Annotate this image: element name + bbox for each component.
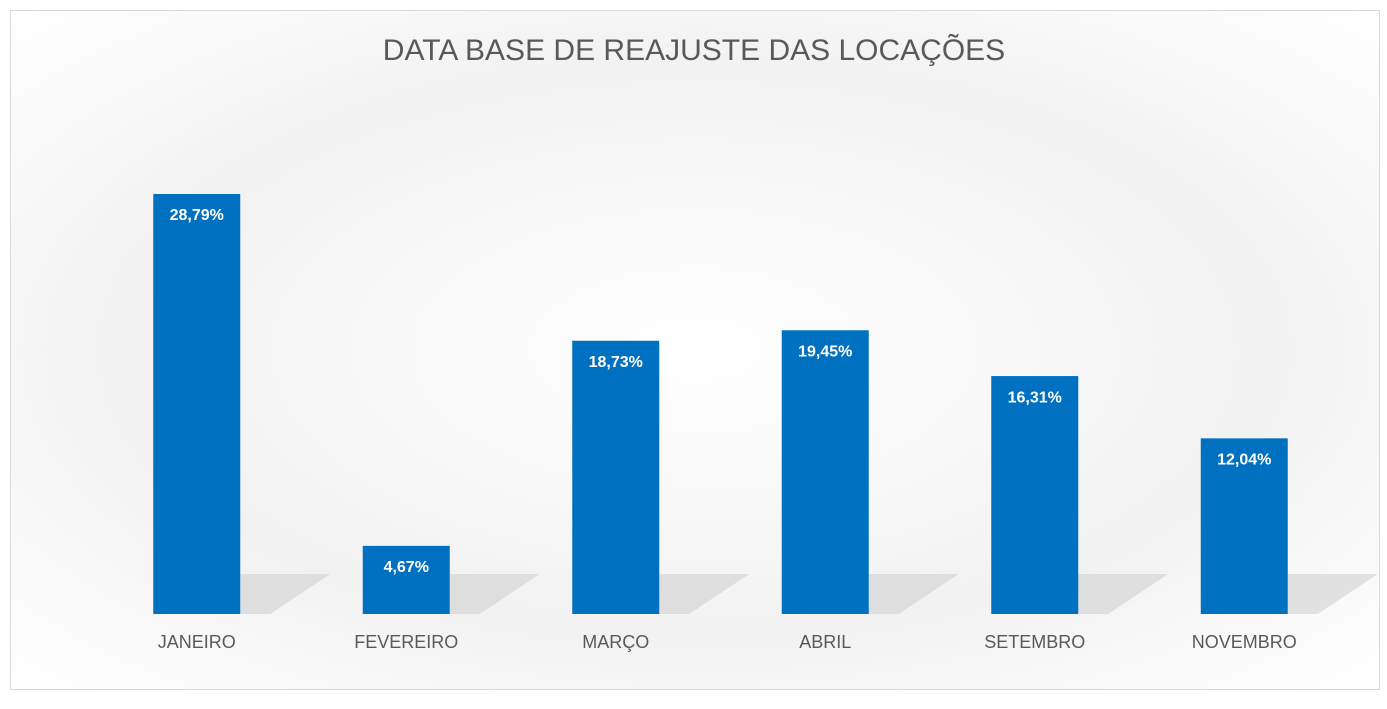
bar-shadow	[1078, 574, 1169, 614]
chart-title: DATA BASE DE REAJUSTE DAS LOCAÇÕES	[383, 33, 1005, 67]
bar-shadow	[240, 574, 331, 614]
data-label: 18,73%	[589, 354, 643, 371]
bar	[1200, 438, 1288, 614]
bar	[362, 545, 450, 614]
bar	[572, 340, 660, 614]
bar	[781, 330, 869, 614]
bar-shadow	[659, 574, 750, 614]
x-tick-label: ABRIL	[799, 632, 851, 652]
data-label: 19,45%	[798, 343, 852, 360]
data-label: 12,04%	[1217, 452, 1271, 469]
x-tick-label: SETEMBRO	[984, 632, 1085, 652]
data-label: 4,67%	[384, 559, 429, 576]
x-tick-label: FEVEREIRO	[354, 632, 458, 652]
bar-shadow	[449, 574, 540, 614]
bar	[153, 194, 241, 614]
x-tick-label: JANEIRO	[158, 632, 236, 652]
x-tick-label: NOVEMBRO	[1192, 632, 1297, 652]
data-label: 28,79%	[170, 207, 224, 224]
bar-shadow	[868, 574, 959, 614]
data-label: 16,31%	[1008, 389, 1062, 406]
x-tick-label: MARÇO	[582, 632, 649, 652]
bar-shadow	[1287, 574, 1378, 614]
bar	[991, 376, 1079, 614]
